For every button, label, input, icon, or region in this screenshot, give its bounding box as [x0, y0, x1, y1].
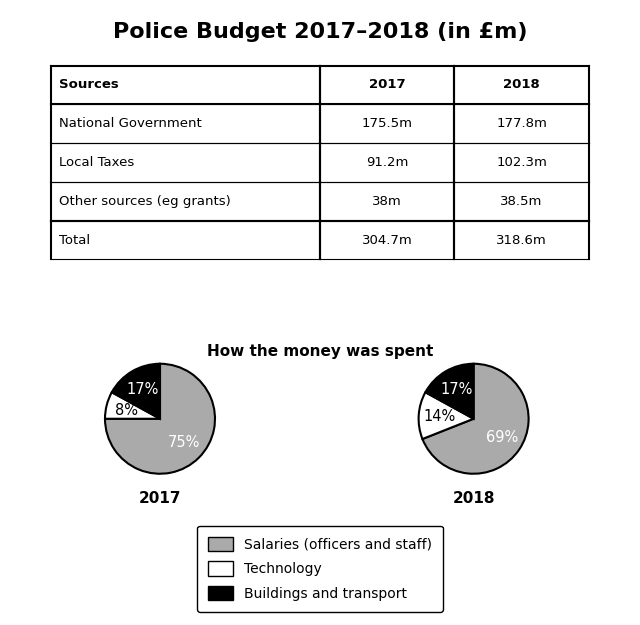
Bar	[51, 143, 320, 182]
Bar	[320, 143, 454, 182]
Bar	[320, 221, 454, 259]
Wedge shape	[105, 364, 215, 474]
Text: 38.5m: 38.5m	[500, 195, 543, 208]
Text: 318.6m: 318.6m	[496, 234, 547, 246]
Bar	[454, 66, 589, 104]
Text: Other sources (eg grants): Other sources (eg grants)	[59, 195, 230, 208]
Wedge shape	[105, 392, 160, 419]
Text: Sources: Sources	[59, 79, 118, 91]
Text: 2017: 2017	[139, 491, 181, 506]
Text: 17%: 17%	[127, 382, 159, 397]
Bar	[454, 104, 589, 143]
Bar	[51, 104, 320, 143]
Bar	[320, 104, 454, 143]
Text: 14%: 14%	[424, 409, 456, 424]
Text: 2018: 2018	[452, 491, 495, 506]
Text: Total: Total	[59, 234, 90, 246]
Text: 75%: 75%	[168, 436, 200, 451]
Text: 69%: 69%	[486, 431, 518, 446]
Legend: Salaries (officers and staff), Technology, Buildings and transport: Salaries (officers and staff), Technolog…	[197, 526, 443, 612]
Text: 17%: 17%	[440, 382, 472, 397]
Text: 304.7m: 304.7m	[362, 234, 413, 246]
Bar	[454, 143, 589, 182]
Wedge shape	[422, 364, 529, 474]
Wedge shape	[426, 364, 474, 419]
Text: Local Taxes: Local Taxes	[59, 156, 134, 169]
Wedge shape	[419, 392, 474, 439]
Bar	[454, 221, 589, 259]
Wedge shape	[112, 364, 160, 419]
Text: Police Budget 2017–2018 (in £m): Police Budget 2017–2018 (in £m)	[113, 22, 527, 42]
Text: 175.5m: 175.5m	[362, 118, 413, 130]
Text: 91.2m: 91.2m	[366, 156, 408, 169]
Text: 8%: 8%	[115, 402, 138, 418]
Bar	[320, 66, 454, 104]
Bar	[320, 182, 454, 221]
Text: 102.3m: 102.3m	[496, 156, 547, 169]
Bar	[454, 182, 589, 221]
Text: 38m: 38m	[372, 195, 402, 208]
Bar	[51, 66, 320, 104]
Bar	[51, 221, 320, 259]
Text: How the money was spent: How the money was spent	[207, 344, 433, 359]
Text: National Government: National Government	[59, 118, 202, 130]
Text: 177.8m: 177.8m	[496, 118, 547, 130]
Bar	[51, 182, 320, 221]
Text: 2017: 2017	[369, 79, 406, 91]
Text: 2018: 2018	[503, 79, 540, 91]
